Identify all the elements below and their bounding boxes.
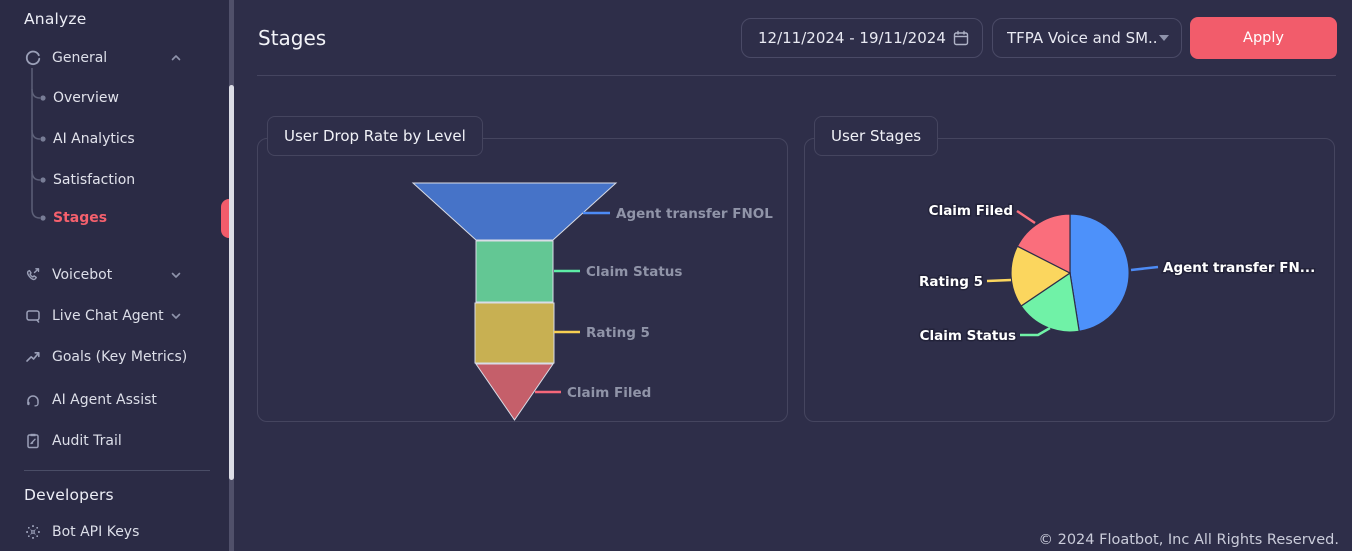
pie-slice-rating-5[interactable] bbox=[1010, 245, 1072, 307]
sidebar-item-voicebot[interactable]: Voicebot bbox=[0, 263, 222, 287]
sidebar-scrollbar-track[interactable] bbox=[229, 0, 234, 551]
sparkle-burst-icon bbox=[26, 525, 40, 539]
funnel-chart[interactable]: Agent transfer FNOL Claim Status Rating … bbox=[258, 139, 787, 421]
chevron-down-icon[interactable] bbox=[169, 268, 183, 282]
funnel-label-agent-transfer-fnol: Agent transfer FNOL bbox=[616, 206, 773, 222]
funnel-card-title: User Drop Rate by Level bbox=[267, 116, 483, 156]
sidebar-item-ai-analytics[interactable]: AI Analytics bbox=[53, 127, 135, 151]
sidebar-item-audit-trail[interactable]: Audit Trail bbox=[0, 429, 222, 453]
voicebot-phone-icon bbox=[26, 268, 40, 281]
pie-slice-claim-status[interactable] bbox=[1020, 271, 1080, 333]
sidebar-scrollbar-thumb[interactable] bbox=[229, 85, 234, 480]
funnel-segment-rating-5[interactable] bbox=[474, 302, 555, 364]
pie-label-claim-filed: Claim Filed bbox=[929, 203, 1013, 219]
sync-circle-icon bbox=[25, 50, 41, 65]
funnel-label-claim-filed: Claim Filed bbox=[567, 385, 651, 401]
chevron-down-icon[interactable] bbox=[169, 309, 183, 323]
pie-chart[interactable]: Agent transfer FN... Claim Filed Rating … bbox=[805, 139, 1334, 421]
chat-bubble-icon bbox=[26, 310, 40, 323]
funnel-segment-claim-filed[interactable] bbox=[475, 363, 554, 421]
sidebar-section-developers: Developers bbox=[24, 486, 114, 504]
user-stages-card: User Stages Agent transfer FN... Claim F… bbox=[804, 116, 1335, 422]
headset-icon bbox=[27, 395, 39, 407]
active-item-indicator bbox=[221, 199, 229, 238]
sidebar-section-analyze: Analyze bbox=[24, 10, 87, 28]
sidebar-item-label: Overview bbox=[53, 90, 119, 106]
nav-tree-lines-icon bbox=[31, 68, 46, 221]
calendar-icon bbox=[953, 30, 969, 46]
dropdown-caret-icon bbox=[1159, 35, 1169, 41]
date-range-value: 12/11/2024 - 19/11/2024 bbox=[758, 29, 946, 47]
sidebar-item-general[interactable]: General bbox=[0, 46, 222, 70]
pie-callout-line bbox=[1016, 209, 1036, 225]
pie-slice-agent-transfer[interactable] bbox=[1069, 213, 1130, 332]
trending-up-icon bbox=[26, 352, 40, 362]
sidebar-item-label: Stages bbox=[53, 210, 108, 226]
chevron-up-icon[interactable] bbox=[169, 51, 183, 65]
sidebar-item-label: Bot API Keys bbox=[52, 524, 140, 540]
sidebar-item-label: Audit Trail bbox=[52, 433, 122, 449]
copyright-text: © 2024 Floatbot, Inc All Rights Reserved… bbox=[1038, 532, 1340, 548]
header-divider bbox=[257, 75, 1336, 76]
sidebar-item-live-chat-agent[interactable]: Live Chat Agent bbox=[0, 304, 222, 328]
sidebar-item-label: Live Chat Agent bbox=[52, 308, 164, 324]
sidebar-item-ai-agent-assist[interactable]: AI Agent Assist bbox=[0, 388, 222, 412]
sidebar-item-goals-key-metrics[interactable]: Goals (Key Metrics) bbox=[0, 345, 222, 369]
sidebar: Analyze General Overview AI Analytics bbox=[0, 0, 234, 551]
sidebar-item-stages[interactable]: Stages bbox=[53, 206, 107, 230]
sidebar-item-label: Goals (Key Metrics) bbox=[52, 349, 188, 365]
bot-filter-dropdown[interactable]: TFPA Voice and SM... bbox=[992, 18, 1182, 58]
page-title: Stages bbox=[258, 26, 327, 50]
pie-card-title: User Stages bbox=[814, 116, 939, 156]
sidebar-item-satisfaction[interactable]: Satisfaction bbox=[53, 168, 135, 192]
sidebar-divider bbox=[24, 470, 210, 471]
sidebar-item-label: General bbox=[52, 50, 108, 66]
pie-callout-line bbox=[1020, 326, 1051, 337]
bot-filter-value: TFPA Voice and SM... bbox=[1007, 29, 1159, 47]
funnel-segment-agent-transfer-fnol[interactable] bbox=[411, 182, 618, 241]
sidebar-item-label: Voicebot bbox=[52, 267, 113, 283]
pie-label-agent-transfer: Agent transfer FN... bbox=[1163, 260, 1315, 276]
sidebar-item-bot-api-keys[interactable]: Bot API Keys bbox=[0, 520, 222, 544]
sidebar-item-label: Satisfaction bbox=[53, 172, 136, 188]
apply-button[interactable]: Apply bbox=[1190, 17, 1337, 59]
date-range-input[interactable]: 12/11/2024 - 19/11/2024 bbox=[741, 18, 983, 58]
funnel-segment-claim-status[interactable] bbox=[475, 240, 554, 303]
funnel-label-rating-5: Rating 5 bbox=[586, 325, 650, 341]
pie-slice-claim-filed[interactable] bbox=[1016, 213, 1071, 274]
funnel-label-claim-status: Claim Status bbox=[586, 264, 682, 280]
pie-label-claim-status: Claim Status bbox=[920, 328, 1016, 344]
user-drop-rate-card: User Drop Rate by Level Agent transfer F… bbox=[257, 116, 788, 422]
pie-label-rating-5: Rating 5 bbox=[919, 274, 983, 290]
pie-callout-line bbox=[1130, 265, 1159, 272]
sidebar-item-overview[interactable]: Overview bbox=[53, 86, 119, 110]
sidebar-item-label: AI Agent Assist bbox=[52, 392, 157, 408]
clipboard-icon bbox=[27, 433, 39, 449]
pie-callout-line bbox=[986, 278, 1012, 283]
sidebar-item-label: AI Analytics bbox=[53, 131, 135, 147]
